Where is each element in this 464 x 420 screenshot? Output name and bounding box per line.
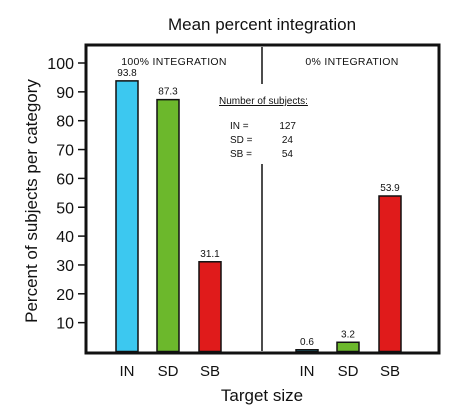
x-category-label: SB [380,363,400,380]
bar-sd-0 [336,341,360,353]
subjects-heading: Number of subjects: [219,96,308,107]
chart-title: Mean percent integration [168,15,356,34]
x-category-label: IN [300,363,315,380]
subjects-value-sd: 24 [282,135,294,146]
y-tick-label: 90 [56,85,74,102]
y-tick-label: 100 [47,56,74,73]
x-axis-label: Target size [221,386,303,405]
bar-in-0 [295,349,319,353]
y-tick-label: 30 [56,258,74,275]
bar-value-label: 0.6 [300,337,314,348]
bar-value-label: 93.8 [117,68,137,79]
x-category-label: SD [158,363,179,380]
y-tick-label: 70 [56,143,74,160]
y-tick-label: 60 [56,171,74,188]
subjects-label-in: IN = [230,121,249,132]
bar-value-label: 53.9 [380,183,400,194]
bar-in-100 [115,80,139,353]
bar-sb-0 [378,195,402,353]
x-category-label: SB [200,363,220,380]
x-category-label: IN [120,363,135,380]
panel-label-100-integration: 100% INTEGRATION [121,56,227,68]
panel-label-0-integration: 0% INTEGRATION [305,56,398,68]
bars: 93.8 IN 87.3 SD 31.1 SB 0.6 IN 3.2 SD 53.9 SB [115,68,402,380]
bar-sd-100 [156,98,180,353]
y-axis-label: Percent of subjects per category [22,79,41,323]
subjects-label-sb: SB = [230,149,252,160]
y-tick-label: 80 [56,114,74,131]
bar-sb-100 [198,261,222,353]
bar-value-label: 31.1 [200,249,220,260]
y-axis-ticks: 10 20 30 40 50 60 70 80 90 100 [47,56,86,333]
x-category-label: SD [338,363,359,380]
bar-value-label: 87.3 [158,87,178,98]
subjects-label-sd: SD = [230,135,253,146]
y-tick-label: 40 [56,229,74,246]
y-tick-label: 50 [56,200,74,217]
subjects-value-in: 127 [279,121,296,132]
plot-frame [84,43,441,355]
y-tick-label: 20 [56,287,74,304]
bar-value-label: 3.2 [341,329,355,340]
y-tick-label: 10 [56,316,74,333]
subjects-value-sb: 54 [282,149,294,160]
